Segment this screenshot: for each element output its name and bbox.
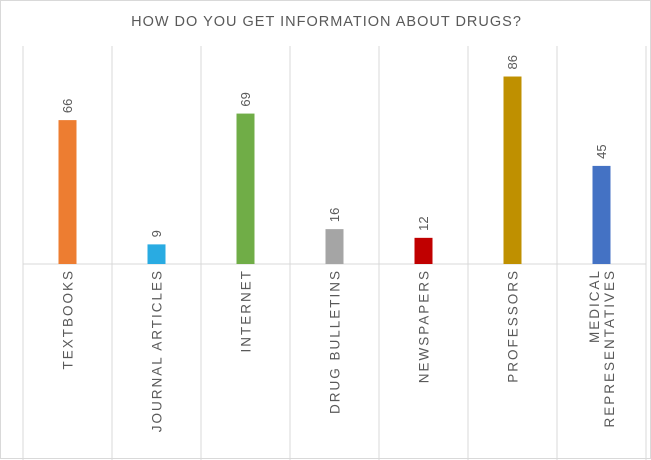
data-label: 45	[594, 144, 609, 158]
category-label: INTERNET	[239, 269, 254, 353]
category-label: MEDICAL	[587, 269, 602, 343]
bar	[503, 76, 522, 265]
chart-title: HOW DO YOU GET INFORMATION ABOUT DRUGS?	[131, 14, 522, 30]
data-label: 16	[327, 208, 342, 222]
bar	[147, 244, 166, 264]
category-label: JOURNAL ARTICLES	[150, 269, 165, 432]
data-label: 9	[149, 230, 164, 237]
category-label: PROFESSORS	[506, 269, 521, 383]
bar	[325, 229, 344, 264]
bar	[592, 165, 611, 264]
category-label: REPRESENTATIVES	[602, 269, 617, 428]
data-label: 12	[416, 216, 431, 230]
data-label: 66	[60, 99, 75, 113]
category-label: NEWSPAPERS	[417, 269, 432, 383]
category-label: TEXTBOOKS	[61, 269, 76, 370]
bar	[414, 237, 433, 264]
category-label: DRUG BULLETINS	[328, 269, 343, 414]
bar	[58, 120, 77, 265]
data-label: 86	[505, 55, 520, 69]
bar	[236, 113, 255, 264]
data-label: 69	[238, 92, 253, 106]
